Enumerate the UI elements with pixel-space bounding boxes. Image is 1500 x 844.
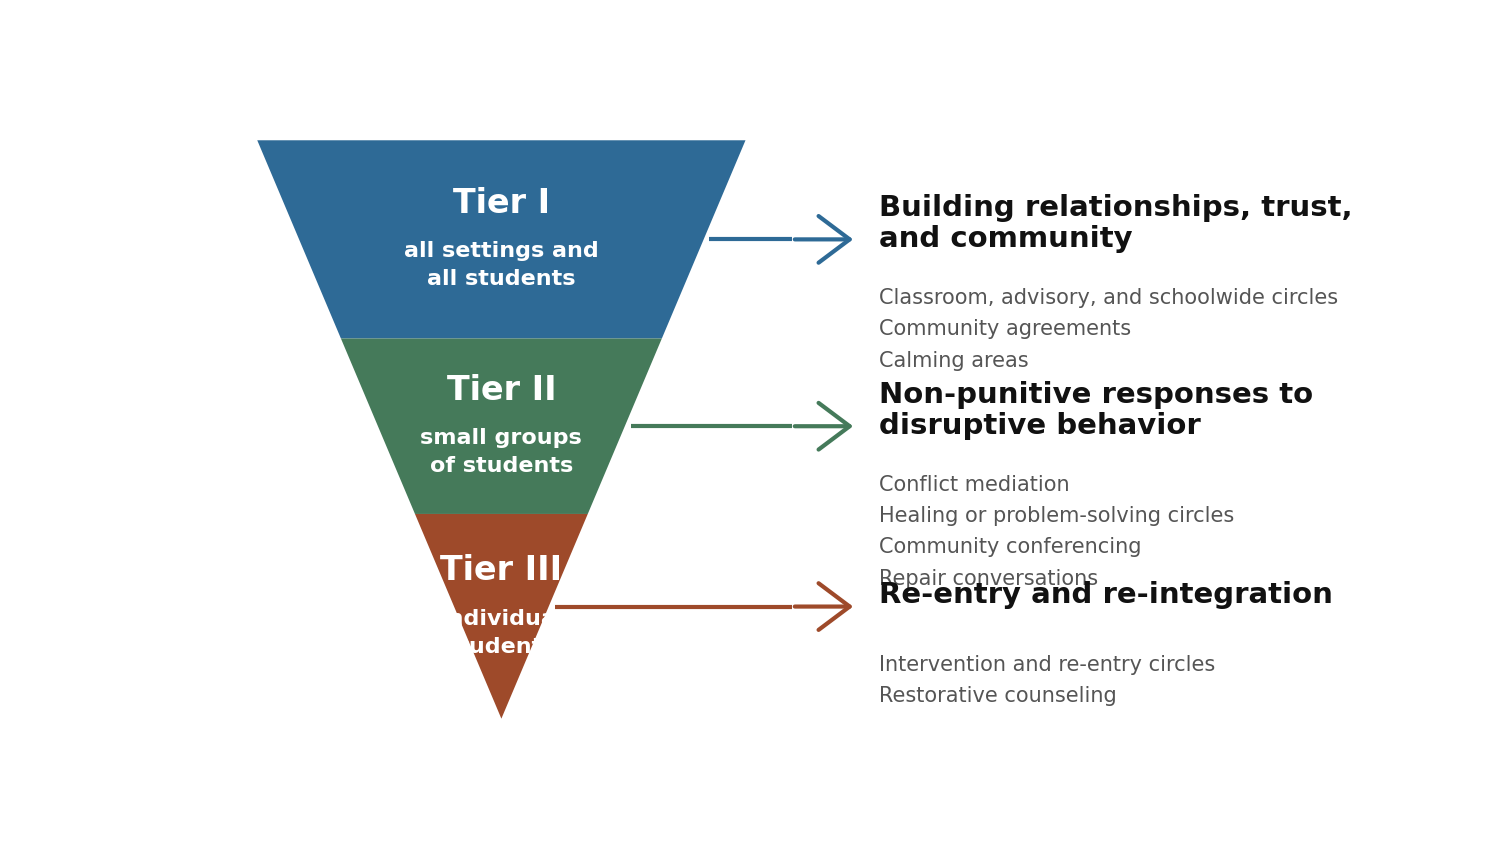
Text: Tier III: Tier III (441, 555, 562, 587)
Text: Conflict mediation: Conflict mediation (879, 475, 1070, 495)
Polygon shape (416, 514, 588, 719)
Text: Tier I: Tier I (453, 187, 550, 220)
Text: Intervention and re-entry circles: Intervention and re-entry circles (879, 655, 1215, 675)
Text: Calming areas: Calming areas (879, 350, 1029, 371)
Polygon shape (340, 338, 662, 514)
Polygon shape (258, 140, 746, 338)
Text: Restorative counseling: Restorative counseling (879, 686, 1118, 706)
Text: individual
students: individual students (440, 609, 562, 657)
Text: Community conferencing: Community conferencing (879, 538, 1142, 557)
Text: Re-entry and re-integration: Re-entry and re-integration (879, 581, 1334, 609)
Text: Tier II: Tier II (447, 374, 556, 407)
Text: all settings and
all students: all settings and all students (404, 241, 598, 289)
Text: Community agreements: Community agreements (879, 319, 1131, 339)
Text: Healing or problem-solving circles: Healing or problem-solving circles (879, 506, 1234, 526)
Text: Classroom, advisory, and schoolwide circles: Classroom, advisory, and schoolwide circ… (879, 288, 1338, 308)
Text: Repair conversations: Repair conversations (879, 569, 1098, 588)
Text: small groups
of students: small groups of students (420, 428, 582, 476)
Text: Non-punitive responses to
disruptive behavior: Non-punitive responses to disruptive beh… (879, 381, 1314, 440)
Text: Building relationships, trust,
and community: Building relationships, trust, and commu… (879, 194, 1353, 253)
